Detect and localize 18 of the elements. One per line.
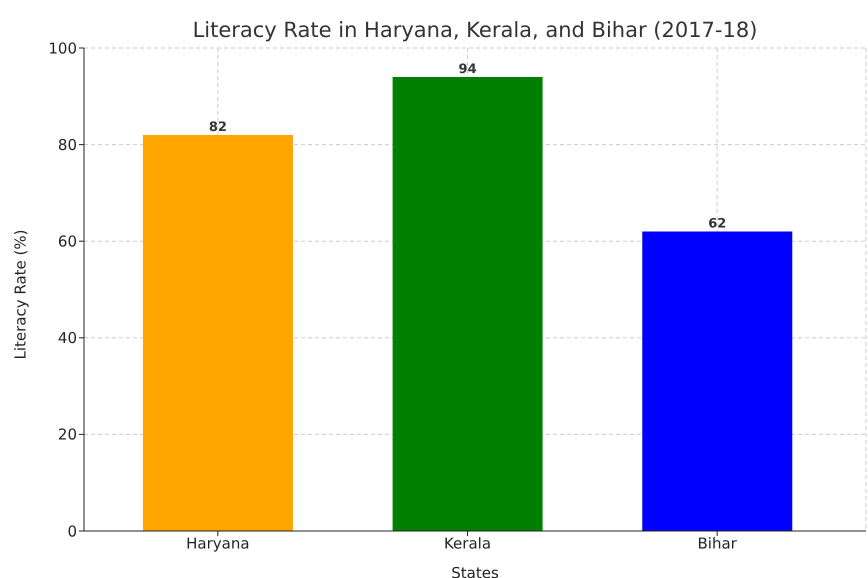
y-axis-title: Literacy Rate (%) [11, 229, 30, 360]
x-axis-title: States [451, 564, 499, 578]
data-label: 82 [208, 120, 227, 135]
y-tick-label: 0 [67, 522, 77, 540]
x-tick-label: Kerala [444, 534, 492, 553]
bar [142, 134, 293, 531]
y-tick-label: 80 [58, 136, 77, 154]
y-tick-label: 60 [58, 232, 77, 251]
y-tick-label: 40 [58, 329, 77, 348]
chart-title: Literacy Rate in Haryana, Kerala, and Bihar (2017-18) [192, 18, 758, 42]
bar [642, 232, 792, 531]
bar [392, 76, 543, 531]
data-label: 62 [708, 216, 726, 232]
y-tick-label: 20 [58, 426, 77, 444]
x-tick-label: Bihar [698, 534, 738, 553]
y-tick-label: 100 [48, 39, 77, 58]
data-label: 94 [458, 62, 477, 77]
x-tick-label: Haryana [186, 534, 250, 553]
